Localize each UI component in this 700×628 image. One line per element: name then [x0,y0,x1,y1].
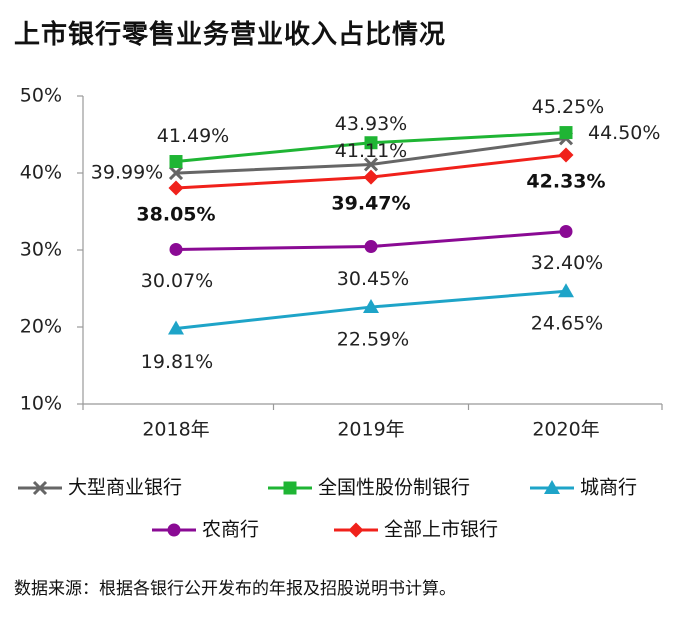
data-label: 43.93% [335,113,407,135]
y-tick-label: 30% [20,239,62,261]
legend-item: 全国性股份制银行 [268,477,470,499]
data-label: 38.05% [136,204,215,226]
data-point-marker [168,166,184,181]
legend-marker [167,523,181,537]
y-tick-label: 40% [20,162,62,184]
data-point-marker [169,155,183,169]
data-label: 30.07% [141,270,213,292]
data-point-marker [363,299,379,314]
data-point-marker [168,180,184,196]
x-tick-label: 2020年 [532,419,599,441]
legend-item: 城商行 [530,477,637,499]
data-label: 39.47% [331,193,410,215]
data-label: 41.11% [335,140,407,162]
data-point-marker [559,126,573,140]
data-point-marker [363,169,379,185]
legend-marker [283,481,297,495]
data-point-marker [364,136,378,150]
legend-marker [32,480,48,496]
y-tick-label: 10% [20,393,62,415]
data-point-marker [559,225,573,239]
data-label: 19.81% [141,351,213,373]
data-point-marker [168,320,184,335]
data-point-marker [364,240,378,254]
legend-marker [544,480,560,494]
data-point-marker [558,147,574,163]
legend-label: 大型商业银行 [68,477,182,499]
data-label: 30.45% [337,268,409,290]
data-label: 41.49% [157,125,229,147]
source-note: 数据来源：根据各银行公开发布的年报及招股说明书计算。 [14,579,456,599]
legend-label: 城商行 [580,477,637,499]
legend-label: 全国性股份制银行 [318,477,470,499]
y-tick-label: 50% [20,85,62,107]
data-point-marker [558,283,574,298]
data-label: 45.25% [532,96,604,118]
data-label: 22.59% [337,329,409,351]
data-label: 32.40% [531,252,603,274]
data-point-marker [169,242,183,256]
legend-label: 农商行 [202,519,259,541]
x-tick-label: 2018年 [142,419,209,441]
data-label: 42.33% [526,171,605,193]
data-point-marker [363,157,379,172]
y-tick-label: 20% [20,316,62,338]
data-label: 39.99% [91,162,163,184]
data-label: 44.50% [588,122,660,144]
data-label: 24.65% [531,313,603,335]
x-tick-label: 2019年 [337,419,404,441]
chart-title: 上市银行零售业务营业收入占比情况 [14,20,447,50]
legend-marker [348,522,364,538]
legend-label: 全部上市银行 [384,519,498,541]
